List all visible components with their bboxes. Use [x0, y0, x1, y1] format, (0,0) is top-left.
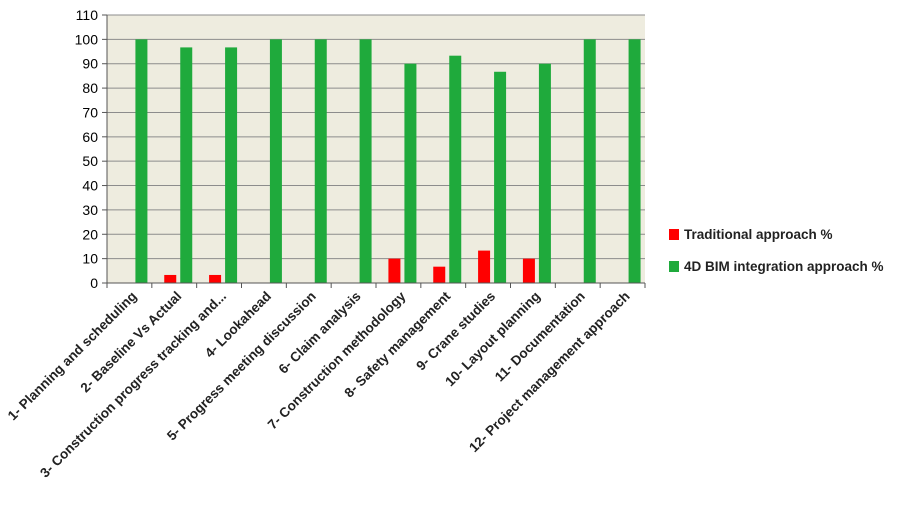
- x-tick-label: 3- Construction progress tracking and...: [37, 289, 229, 481]
- bar-4d-bim: [583, 39, 596, 284]
- y-tick-label: 50: [82, 153, 98, 169]
- y-tick-label: 80: [82, 80, 98, 96]
- bars: [135, 39, 641, 284]
- legend-swatch: [669, 261, 679, 272]
- y-axis-ticks: 0 10 20 30 40 50 60 70 80 90 100 110: [75, 7, 107, 291]
- gridlines: [107, 14, 645, 260]
- bar-4d-bim: [494, 71, 507, 283]
- bar-4d-bim: [404, 63, 417, 284]
- bar-traditional: [478, 250, 491, 283]
- plot-area: [107, 15, 645, 283]
- y-tick-label: 30: [82, 202, 98, 218]
- bar-4d-bim: [314, 39, 327, 284]
- y-tick-label: 100: [75, 31, 99, 47]
- bar-4d-bim: [628, 39, 641, 284]
- x-tick-label: 9- Crane studies: [413, 289, 498, 374]
- bar-4d-bim: [135, 39, 148, 284]
- legend: Traditional approach % 4D BIM integration…: [669, 227, 884, 274]
- bar-traditional: [388, 258, 401, 283]
- legend-label: 4D BIM integration approach %: [684, 259, 884, 274]
- bar-4d-bim: [449, 55, 462, 283]
- bar-4d-bim: [359, 39, 372, 284]
- y-tick-label: 90: [82, 56, 98, 72]
- y-tick-label: 70: [82, 104, 98, 120]
- y-tick-label: 60: [82, 129, 98, 145]
- y-tick-label: 10: [82, 251, 98, 267]
- bar-4d-bim: [225, 47, 238, 283]
- y-tick-label: 20: [82, 226, 98, 242]
- bar-4d-bim: [538, 63, 551, 284]
- bar-traditional: [209, 274, 222, 283]
- x-tick-label: 6- Claim analysis: [276, 289, 364, 377]
- bar-4d-bim: [180, 47, 193, 283]
- bar-traditional: [433, 266, 446, 283]
- bar-traditional: [522, 258, 535, 283]
- bar-traditional: [164, 274, 177, 283]
- x-tick-label: 12- Project management approach: [466, 289, 633, 456]
- y-tick-label: 110: [76, 7, 99, 23]
- bar-4d-bim: [269, 39, 282, 284]
- y-tick-label: 0: [90, 275, 98, 291]
- y-tick-label: 40: [82, 178, 98, 194]
- legend-swatch: [669, 229, 679, 240]
- legend-label: Traditional approach %: [684, 227, 833, 242]
